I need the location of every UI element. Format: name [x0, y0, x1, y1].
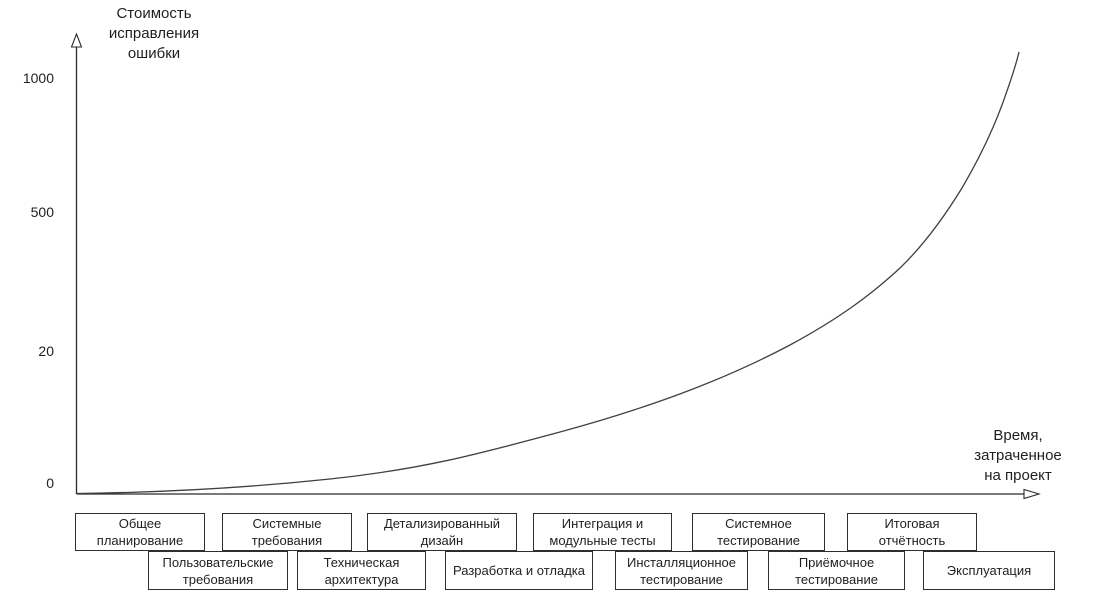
y-tick-1000: 1000 — [22, 70, 54, 86]
phase-box: Инсталляционное тестирование — [615, 551, 748, 590]
phase-box: Интеграция и модульные тесты — [533, 513, 672, 551]
phase-box: Итоговая отчётность — [847, 513, 977, 551]
phase-box: Эксплуатация — [923, 551, 1055, 590]
y-axis-title: Стоимость исправления ошибки — [108, 5, 200, 62]
x-axis-title: Время, затраченное на проект — [974, 427, 1062, 484]
phase-box: Системные требования — [222, 513, 352, 551]
phase-box: Техническая архитектура — [297, 551, 426, 590]
phase-box: Разработка и отладка — [445, 551, 593, 590]
phase-box: Общее планирование — [75, 513, 205, 551]
y-axis-arrowhead-icon — [70, 32, 83, 48]
y-tick-0: 0 — [46, 475, 54, 491]
phase-box: Системное тестирование — [692, 513, 825, 551]
cost-curve — [76, 51, 1020, 495]
phase-box: Детализированный дизайн — [367, 513, 517, 551]
y-tick-500: 500 — [30, 204, 54, 220]
y-tick-20: 20 — [38, 343, 54, 359]
phase-box: Приёмочное тестирование — [768, 551, 905, 590]
x-axis-arrowhead-icon — [1023, 488, 1041, 500]
phase-box: Пользовательские требования — [148, 551, 288, 590]
